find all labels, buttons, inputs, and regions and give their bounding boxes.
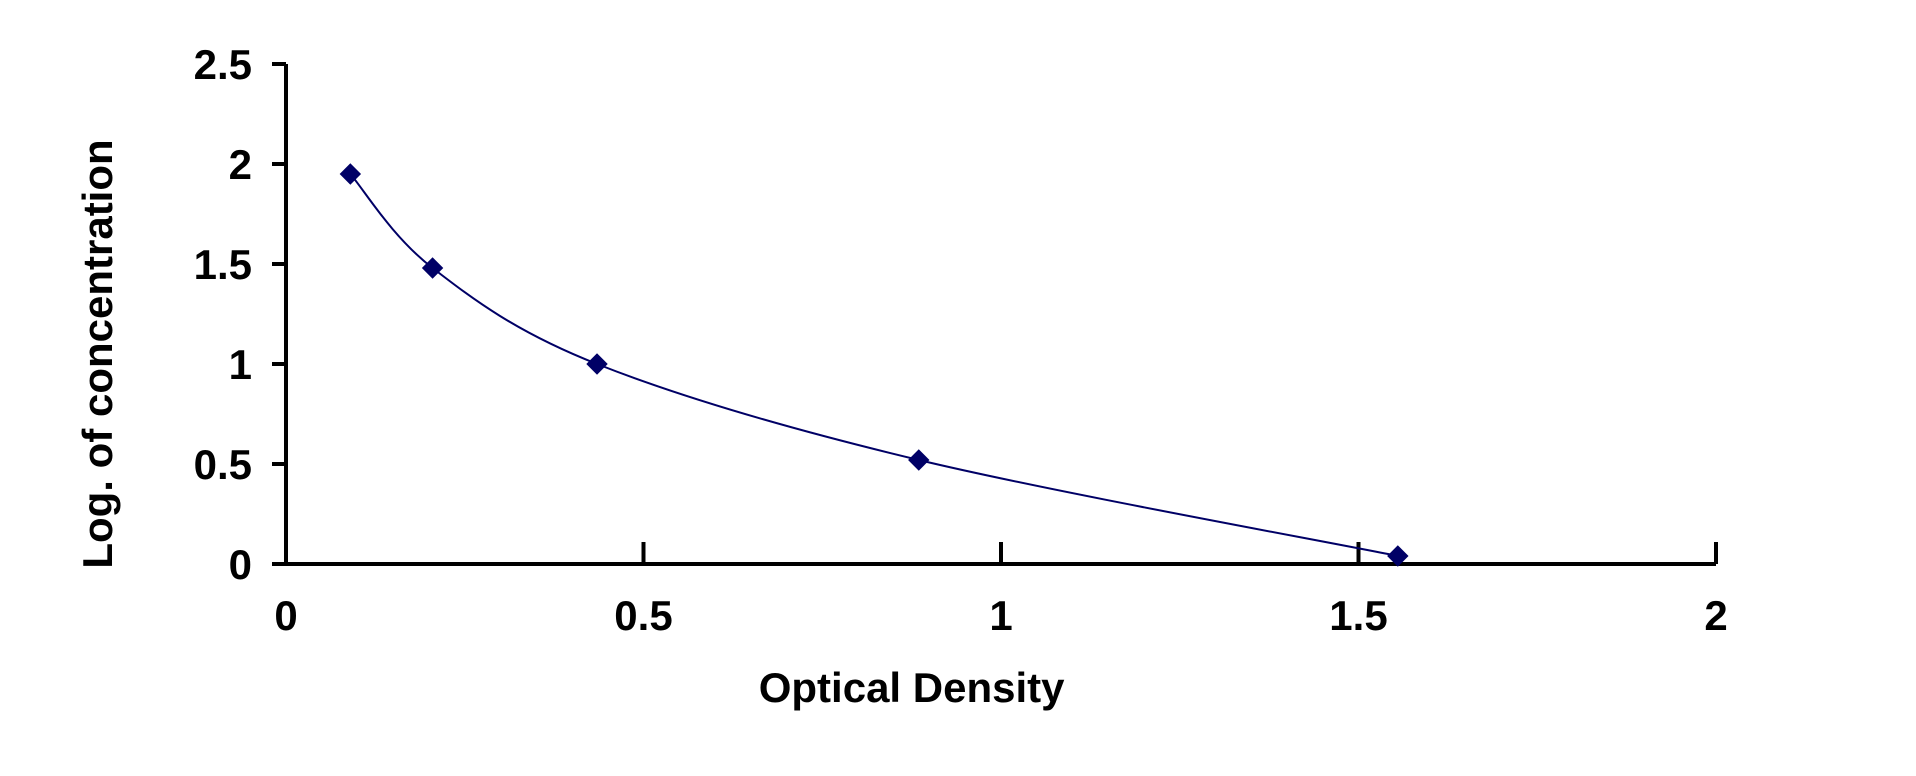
data-point [586,353,608,375]
y-tick-label: 0 [229,541,252,588]
x-tick-label: 1 [989,592,1012,639]
y-tick-label: 1.5 [194,241,252,288]
x-tick-label: 0.5 [614,592,672,639]
y-tick-label: 2 [229,141,252,188]
data-point [908,449,930,471]
y-tick-label: 0.5 [194,441,252,488]
data-point [1387,545,1409,567]
x-tick-label: 0 [274,592,297,639]
plot-area: 0 0.5 1 1.5 2 2.5 0 0.5 1 1.5 2 [194,41,1728,639]
x-tick-label: 1.5 [1329,592,1387,639]
x-tick-label: 2 [1704,592,1727,639]
y-tick-label: 2.5 [194,41,252,88]
fit-curve [349,173,1399,557]
data-point [339,163,362,185]
y-tick-label: 1 [229,341,252,388]
y-axis-title: Log. of concentration [74,139,121,568]
x-axis-title: Optical Density [759,664,1065,711]
data-point [421,257,444,279]
